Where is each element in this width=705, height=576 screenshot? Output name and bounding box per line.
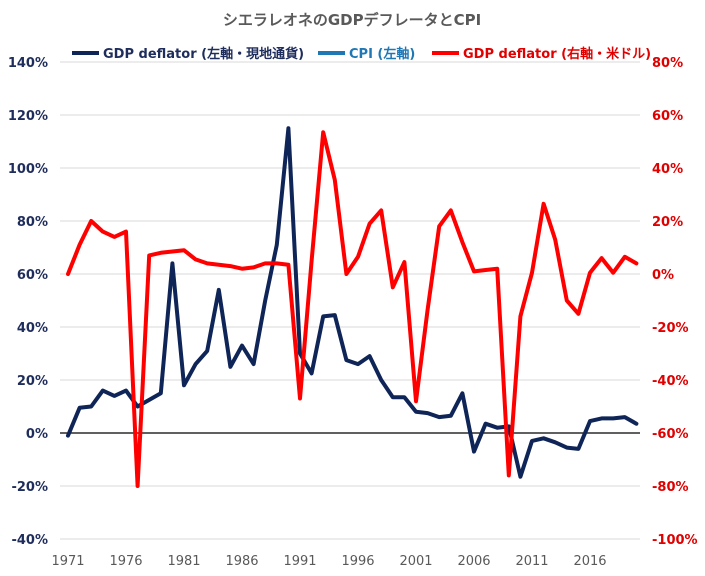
right-tick-label: -80% (652, 480, 689, 495)
right-tick-label: -20% (652, 321, 689, 336)
right-tick-label: 40% (652, 162, 683, 177)
legend-item-gdp-deflator-right: GDP deflator (右軸・米ドル) (432, 46, 651, 62)
left-tick-label: 40% (17, 321, 48, 336)
series-line-0 (66, 126, 639, 479)
chart-title: シエラレオネのGDPデフレータとCPI (223, 11, 481, 29)
right-tick-label: -40% (652, 374, 689, 389)
left-tick-label: 120% (8, 109, 48, 124)
right-tick-label: -100% (652, 533, 698, 548)
legend-label-gdp-deflator-left: GDP deflator (左軸・現地通貨) (103, 46, 304, 62)
x-tick-label: 1981 (167, 554, 200, 569)
legend: GDP deflator (左軸・現地通貨) CPI (左軸) GDP defl… (72, 46, 651, 62)
legend-label-gdp-deflator-right: GDP deflator (右軸・米ドル) (463, 46, 651, 62)
left-tick-label: -40% (11, 533, 48, 548)
right-tick-label: 80% (652, 56, 683, 71)
x-tick-label: 2016 (573, 554, 606, 569)
legend-label-cpi: CPI (左軸) (349, 46, 415, 62)
series-layer (66, 126, 639, 488)
left-tick-label: 80% (17, 215, 48, 230)
x-tick-label: 2001 (399, 554, 432, 569)
x-tick-label: 2006 (457, 554, 490, 569)
right-tick-label: 60% (652, 109, 683, 124)
left-tick-label: 20% (17, 374, 48, 389)
x-tick-label: 1986 (225, 554, 258, 569)
x-tick-label: 1996 (341, 554, 374, 569)
left-tick-label: 140% (8, 56, 48, 71)
x-tick-label: 1976 (109, 554, 142, 569)
x-axis-ticks: 1971 1976 1981 1986 1991 1996 2001 2006 2011 2016 (51, 554, 606, 569)
left-axis-ticks: 140% 120% 100% 80% 60% 40% 20% 0% -20% -40% (8, 56, 48, 548)
x-tick-label: 1971 (51, 554, 84, 569)
left-tick-label: 0% (26, 427, 48, 442)
series-line-2 (66, 130, 639, 488)
left-tick-label: -20% (11, 480, 48, 495)
right-axis-ticks: 80% 60% 40% 20% 0% -20% -40% -60% -80% -100% (652, 56, 698, 548)
left-tick-label: 60% (17, 268, 48, 283)
right-tick-label: -60% (652, 427, 689, 442)
legend-item-cpi: CPI (左軸) (318, 46, 415, 62)
right-tick-label: 0% (652, 268, 674, 283)
gridlines (60, 61, 640, 540)
left-tick-label: 100% (8, 162, 48, 177)
x-tick-label: 2011 (515, 554, 548, 569)
right-tick-label: 20% (652, 215, 683, 230)
x-tick-label: 1991 (283, 554, 316, 569)
legend-item-gdp-deflator-left: GDP deflator (左軸・現地通貨) (72, 46, 304, 62)
